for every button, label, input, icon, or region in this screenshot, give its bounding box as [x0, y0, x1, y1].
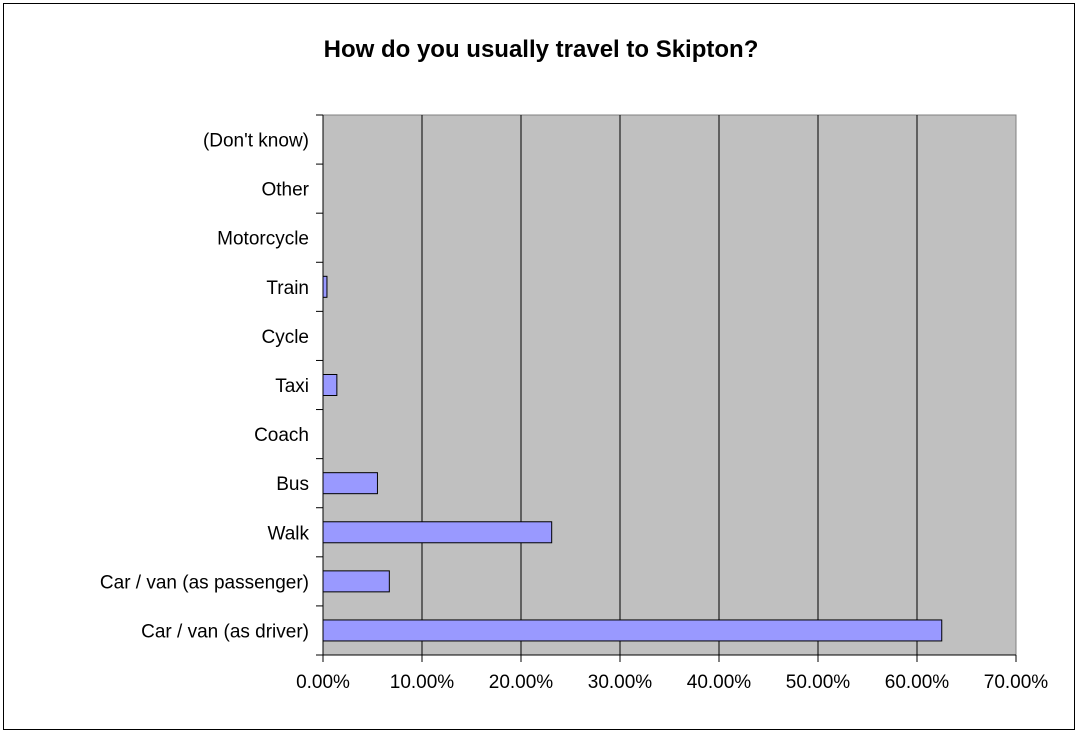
x-tick-label: 40.00%: [687, 672, 752, 693]
category-label: Cycle: [261, 327, 309, 348]
category-label: Other: [261, 180, 309, 201]
x-tick-label: 0.00%: [296, 672, 350, 693]
bar: [322, 521, 553, 544]
category-label: Walk: [267, 523, 309, 544]
x-tick-label: 70.00%: [984, 672, 1049, 693]
plot-background: [322, 114, 1017, 656]
x-tick-label: 10.00%: [390, 672, 455, 693]
category-label: Train: [266, 278, 309, 299]
chart-frame: How do you usually travel to Skipton? 0.…: [3, 3, 1075, 730]
category-label: Taxi: [275, 376, 309, 397]
category-label: Motorcycle: [217, 229, 309, 250]
bar: [322, 472, 378, 495]
chart-title: How do you usually travel to Skipton?: [324, 36, 759, 63]
category-label: Car / van (as driver): [141, 621, 309, 642]
plot-area: 0.00% 10.00% 20.00% 30.00% 40.00% 50.00% 60.00…: [100, 114, 1049, 693]
bar: [322, 619, 943, 642]
bar-chart: How do you usually travel to Skipton? 0.…: [100, 36, 1049, 693]
x-tick-label: 30.00%: [588, 672, 653, 693]
bar: [322, 374, 338, 396]
bar: [322, 570, 390, 593]
category-label: Coach: [254, 425, 309, 446]
x-tick-label: 50.00%: [786, 672, 851, 693]
bar: [322, 275, 328, 298]
x-tick-label: 20.00%: [489, 672, 554, 693]
category-label: Car / van (as passenger): [100, 572, 309, 593]
category-label: (Don't know): [203, 131, 309, 152]
category-label: Bus: [276, 474, 309, 495]
x-tick-label: 60.00%: [885, 672, 950, 693]
